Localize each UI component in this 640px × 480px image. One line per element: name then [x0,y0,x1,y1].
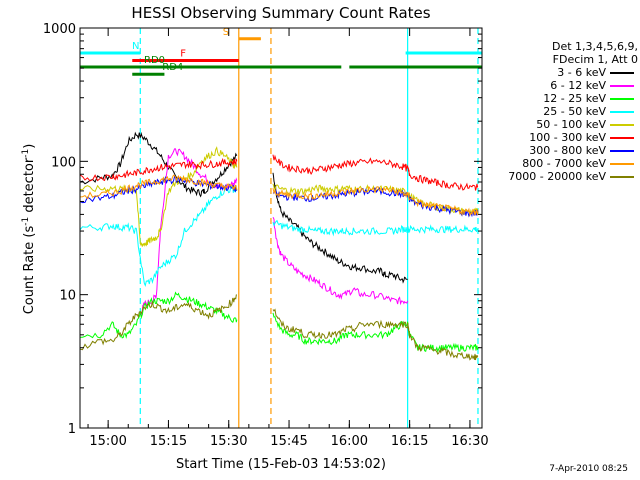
series-line-5-0 [79,157,238,182]
y-tick-label-1: 10 [59,289,76,304]
x-tick-label-3: 15:45 [270,434,307,449]
x-axis-label: Start Time (15-Feb-03 14:53:02) [176,457,386,472]
y-axis-label-sup2: -1 [21,149,31,158]
series-line-7-0 [79,174,238,200]
flag-label-f: F [180,49,186,60]
flag-label-n: N [132,41,139,52]
y-axis-label-part: Count Rate (s [22,226,37,315]
legend-swatch [610,150,634,152]
legend-item-label: 100 - 300 keV [529,131,606,144]
legend-item: 3 - 6 keV [482,66,638,79]
flag-label-rd0: RD0 [144,55,165,66]
x-tick-label-2: 15:30 [210,434,247,449]
series-line-1-1 [272,216,409,306]
series-line-3-0 [79,185,238,287]
y-axis-label: Count Rate (s-1 detector-1) [21,144,37,315]
legend-items: 3 - 6 keV 6 - 12 keV 12 - 25 keV 25 - 50 ke… [482,66,638,183]
legend-header-1: Det 1,3,4,5,6,9, [551,40,638,53]
chart-title: HESSI Observing Summary Count Rates [131,4,430,22]
legend-item: 12 - 25 keV [482,92,638,105]
legend-item-label: 300 - 800 keV [529,144,606,157]
legend-swatch [610,72,634,74]
series-line-8-1 [272,308,479,361]
legend-swatch [610,111,634,113]
legend-swatch [610,85,634,87]
series-line-0-1 [272,172,408,284]
legend-item-label: 50 - 100 keV [536,118,606,131]
series-lines [79,131,479,361]
legend-item: 6 - 12 keV [482,79,638,92]
legend-item: 25 - 50 keV [482,105,638,118]
legend-swatch [610,163,634,165]
legend-swatch [610,137,634,139]
legend-item-label: 25 - 50 keV [543,105,606,118]
x-tick-label-5: 16:15 [391,434,428,449]
series-line-2-0 [79,291,238,339]
legend-item: 50 - 100 keV [482,118,638,131]
series-line-3-1 [272,219,479,237]
x-tick-label-0: 15:00 [89,434,126,449]
x-tick-label-1: 15:15 [150,434,187,449]
y-tick-label-3: 1000 [43,22,76,37]
legend-item: 800 - 7000 keV [482,157,638,170]
y-tick-label-0: 1 [68,422,76,437]
legend-swatch [610,176,634,178]
y-tick-label-2: 100 [51,155,76,170]
y-axis-label-end: ) [22,144,37,149]
y-axis-label-sup: -1 [21,217,31,226]
series-line-7-1 [272,185,479,217]
legend-item: 300 - 800 keV [482,144,638,157]
series-line-2-1 [272,312,479,353]
x-tick-label-6: 16:30 [451,434,488,449]
legend: Det 1,3,4,5,6,9, FDecim 1, Att 0 3 - 6 k… [482,40,638,183]
series-line-0-0 [79,131,238,198]
legend-swatch [610,98,634,100]
axes: 15:00 15:15 15:30 15:45 16:00 16:15 16:30 1 10 10… [43,22,489,449]
legend-item-label: 3 - 6 keV [557,66,606,79]
flag-label-s: S [223,27,229,38]
legend-item: 100 - 300 keV [482,131,638,144]
series-line-8-0 [79,294,237,351]
legend-item-label: 12 - 25 keV [543,92,606,105]
legend-item: 7000 - 20000 keV [482,170,638,183]
flag-label-rd4: RD4 [162,62,183,73]
legend-item-label: 6 - 12 keV [550,79,606,92]
legend-item-label: 7000 - 20000 keV [508,170,606,183]
series-line-5-1 [272,154,479,191]
legend-swatch [610,124,634,126]
series-line-4-0 [79,146,238,248]
y-axis-label-mid: detector [22,157,37,217]
plot-frame [79,27,483,429]
x-tick-label-4: 16:00 [331,434,368,449]
legend-item-label: 800 - 7000 keV [522,157,606,170]
footer-date: 7-Apr-2010 08:25 [549,464,628,474]
series-line-4-1 [272,183,479,216]
legend-header-2: FDecim 1, Att 0 [552,53,638,66]
